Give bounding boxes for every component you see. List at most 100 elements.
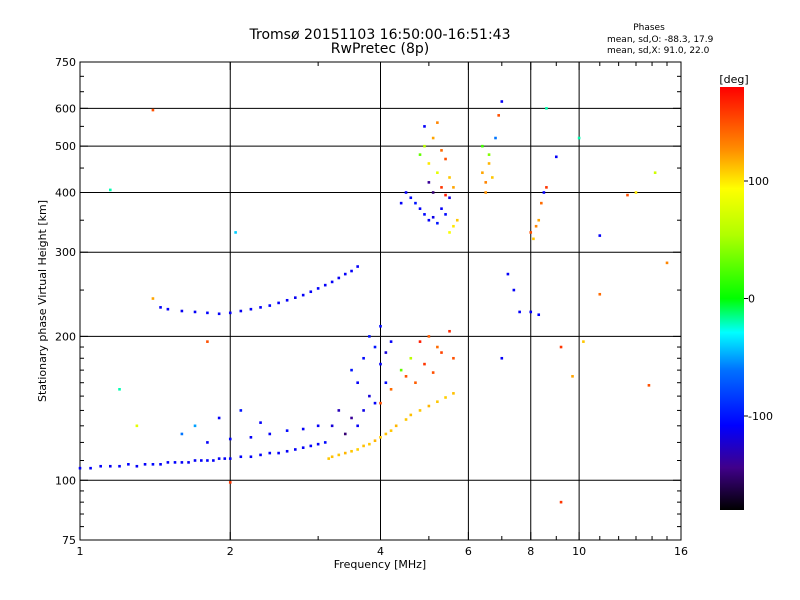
data-point bbox=[626, 193, 629, 197]
y-tick-label: 300 bbox=[55, 246, 76, 259]
data-point bbox=[665, 261, 669, 265]
data-point bbox=[143, 463, 147, 466]
data-point bbox=[500, 100, 504, 103]
chart-subtitle: RwPretec (8p) bbox=[331, 41, 429, 57]
colorbar-label: [deg] bbox=[719, 73, 748, 86]
data-point bbox=[431, 191, 435, 194]
data-point bbox=[212, 459, 215, 462]
x-tick-label: 6 bbox=[465, 545, 472, 558]
data-point bbox=[404, 191, 408, 194]
data-point bbox=[455, 218, 459, 222]
data-point bbox=[537, 218, 541, 222]
data-point bbox=[506, 272, 510, 276]
x-tick-label: 16 bbox=[674, 545, 688, 558]
grid-lines bbox=[80, 62, 681, 540]
data-point bbox=[78, 466, 82, 470]
data-point bbox=[239, 309, 243, 313]
colorbar-ticks: 100 0 -100 bbox=[744, 175, 773, 423]
data-point bbox=[431, 371, 435, 374]
data-point bbox=[228, 481, 232, 484]
data-point bbox=[330, 280, 334, 284]
data-point bbox=[239, 409, 243, 412]
data-point bbox=[436, 221, 439, 225]
data-point bbox=[448, 329, 451, 333]
data-point bbox=[180, 432, 184, 436]
data-point bbox=[598, 234, 602, 237]
data-point bbox=[409, 196, 413, 200]
data-point bbox=[368, 394, 371, 398]
data-point bbox=[223, 457, 227, 460]
data-point bbox=[337, 276, 341, 280]
data-point bbox=[127, 463, 130, 466]
data-point bbox=[379, 401, 382, 405]
data-point bbox=[228, 311, 232, 315]
data-point bbox=[491, 176, 494, 179]
data-point bbox=[423, 362, 426, 366]
data-point bbox=[423, 144, 426, 148]
data-point bbox=[301, 446, 305, 449]
data-point bbox=[301, 427, 305, 431]
phase-heading: Phases bbox=[633, 23, 665, 33]
data-point bbox=[118, 464, 121, 468]
data-point bbox=[431, 136, 435, 140]
data-point bbox=[653, 171, 657, 175]
data-point bbox=[404, 418, 408, 421]
data-point bbox=[259, 453, 262, 457]
data-point bbox=[427, 404, 431, 408]
data-point bbox=[118, 388, 121, 391]
data-point bbox=[427, 335, 431, 338]
data-point bbox=[350, 416, 353, 420]
data-point bbox=[379, 324, 382, 328]
data-point bbox=[180, 461, 184, 464]
data-point bbox=[356, 265, 359, 268]
data-point bbox=[228, 437, 232, 441]
data-point bbox=[277, 301, 280, 305]
data-point bbox=[404, 375, 408, 378]
data-point bbox=[452, 224, 455, 228]
data-point bbox=[384, 351, 388, 354]
data-point bbox=[559, 345, 563, 349]
data-point bbox=[350, 449, 353, 453]
data-point bbox=[440, 351, 443, 354]
colorbar-tick-label: -100 bbox=[748, 410, 773, 423]
data-point bbox=[532, 237, 535, 241]
data-point bbox=[423, 213, 426, 216]
axis-ticks bbox=[79, 61, 682, 541]
x-tick-label: 2 bbox=[227, 545, 234, 558]
data-point bbox=[559, 500, 563, 504]
data-point bbox=[384, 432, 388, 436]
data-point bbox=[481, 171, 484, 175]
data-point bbox=[577, 136, 581, 140]
data-point bbox=[418, 409, 422, 412]
data-point bbox=[436, 171, 439, 175]
data-point bbox=[217, 312, 221, 316]
data-point bbox=[394, 424, 398, 428]
data-point bbox=[206, 340, 209, 343]
data-point bbox=[330, 424, 334, 428]
x-tick-label: 8 bbox=[527, 545, 534, 558]
data-point bbox=[540, 201, 543, 205]
x-tick-label: 1 bbox=[77, 545, 84, 558]
data-point bbox=[249, 455, 253, 459]
data-point bbox=[440, 207, 443, 210]
data-point bbox=[444, 157, 447, 161]
x-tick-label: 4 bbox=[377, 545, 384, 558]
data-point bbox=[108, 188, 112, 192]
data-point bbox=[497, 114, 500, 117]
data-point bbox=[330, 455, 334, 459]
phase-colorbar bbox=[720, 87, 744, 510]
data-point bbox=[151, 108, 155, 112]
data-point bbox=[323, 441, 327, 444]
y-tick-label: 200 bbox=[55, 330, 76, 343]
y-axis-label: Stationary phase Virtual Height [km] bbox=[36, 200, 49, 402]
data-point bbox=[206, 441, 209, 444]
data-point bbox=[259, 421, 262, 424]
data-point bbox=[418, 207, 422, 210]
data-point bbox=[494, 136, 497, 140]
data-point bbox=[193, 310, 197, 314]
data-point bbox=[309, 290, 313, 294]
data-point bbox=[239, 455, 243, 459]
data-point bbox=[343, 451, 347, 455]
data-point bbox=[414, 381, 417, 385]
